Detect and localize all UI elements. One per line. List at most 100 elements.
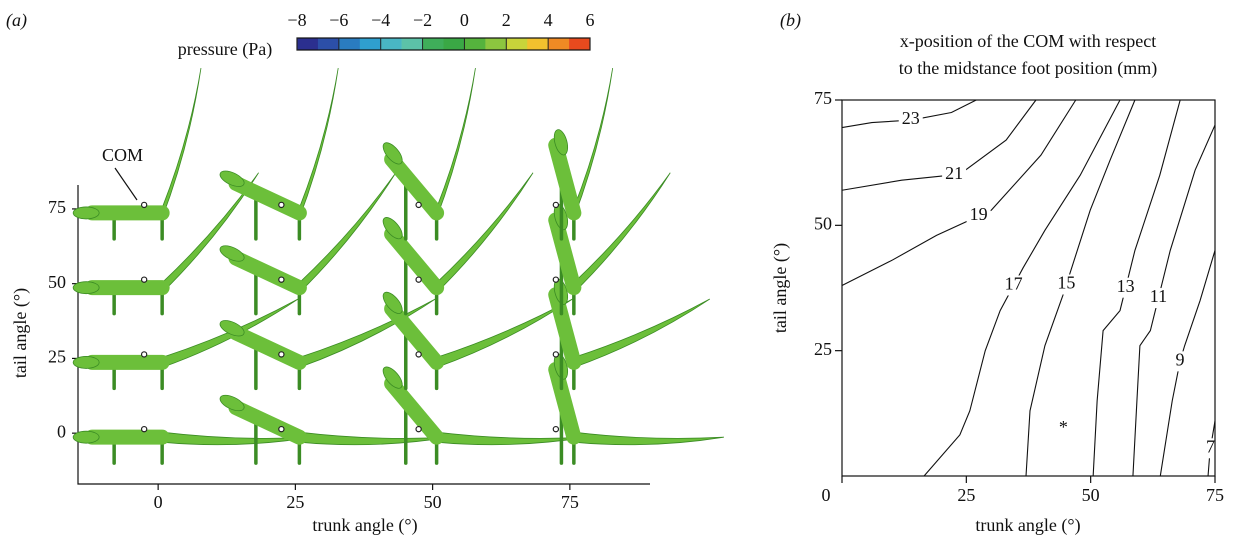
chart-title: x-position of the COM with respect — [900, 31, 1156, 51]
com-marker — [140, 201, 148, 209]
contour-label: 11 — [1150, 286, 1167, 306]
contour-label-bg — [1113, 277, 1138, 298]
lizard-head — [219, 394, 245, 412]
colorbar-segment — [422, 38, 444, 50]
com-marker — [278, 276, 285, 283]
com-marker — [552, 425, 560, 433]
contour-label-bg — [966, 206, 991, 227]
lizard-head — [219, 170, 245, 187]
colorbar-segment — [443, 38, 465, 50]
x-tick-label: 75 — [1206, 485, 1224, 505]
y-tick-label: 75 — [814, 88, 832, 108]
lizard-body — [548, 212, 582, 296]
colorbar-segment — [548, 38, 570, 50]
lizard-body — [228, 250, 307, 296]
contour-label: 9 — [1176, 349, 1185, 369]
contour-label-bg — [942, 164, 967, 185]
x-tick-label: 0 — [154, 492, 163, 512]
x-tick-label: 50 — [1082, 485, 1100, 505]
colorbar-segment — [297, 38, 319, 50]
com-marker — [140, 425, 148, 433]
x-axis-label: trunk angle (°) — [312, 515, 417, 536]
contour-line — [1025, 99, 1136, 477]
colorbar-segment — [317, 38, 340, 50]
com-marker — [552, 351, 560, 358]
y-tick-label: 50 — [48, 272, 66, 292]
contour-label: 13 — [1117, 276, 1135, 296]
optimum-marker: * — [1059, 417, 1068, 437]
com-marker — [278, 425, 285, 433]
colorbar-tick-label: −8 — [287, 10, 306, 30]
lizard-head — [72, 206, 100, 220]
y-tick-label: 25 — [814, 339, 832, 359]
lizard — [548, 353, 724, 465]
y-tick-label: 50 — [814, 213, 832, 233]
com-marker — [415, 425, 422, 433]
colorbar-tick-label: −2 — [413, 10, 432, 30]
com-marker — [278, 201, 285, 209]
lizard-head — [219, 320, 245, 337]
lizard — [382, 291, 573, 391]
lizard-body — [228, 175, 307, 221]
lizard — [382, 172, 534, 316]
chart-title: to the midstance foot position (mm) — [899, 58, 1157, 79]
colorbar-segment — [569, 38, 591, 50]
lizard — [72, 425, 313, 465]
x-tick-label: 0 — [822, 485, 831, 505]
plot-frame — [841, 99, 1216, 477]
lizard-tail — [436, 67, 476, 219]
colorbar-segment — [401, 38, 423, 50]
colorbar-tick-label: 4 — [544, 10, 553, 30]
contour-line — [841, 99, 1077, 286]
contour-label: 7 — [1206, 436, 1215, 456]
lizard-tail — [573, 298, 711, 368]
panel-label: (a) — [6, 10, 27, 31]
com-marker — [415, 201, 422, 209]
lizard — [72, 67, 202, 241]
contour-label-bg — [1054, 274, 1079, 295]
colorbar-segment — [527, 38, 549, 50]
lizard — [548, 172, 671, 316]
lizard-head — [382, 142, 403, 165]
contour-label: 21 — [945, 163, 963, 183]
com-marker — [552, 276, 560, 283]
lizard-head — [72, 356, 100, 369]
x-axis-label: trunk angle (°) — [975, 515, 1080, 536]
com-marker — [415, 276, 422, 283]
lizard-tail — [161, 172, 259, 294]
contour-label: 17 — [1005, 274, 1023, 294]
lizard-tail — [298, 172, 397, 294]
colorbar-segment — [506, 38, 528, 50]
lizard — [382, 366, 587, 465]
lizard-head — [382, 217, 403, 240]
colorbar-segment — [380, 38, 402, 50]
lizard-body — [384, 151, 445, 221]
lizard-head — [382, 366, 403, 389]
contour-label-bg — [1001, 275, 1026, 296]
y-axis-label: tail angle (°) — [770, 243, 791, 333]
lizard-head — [219, 245, 245, 262]
contour-label: 15 — [1057, 273, 1075, 293]
colorbar-segment — [485, 38, 507, 50]
lizard-head — [72, 281, 100, 295]
colorbar-label: pressure (Pa) — [178, 39, 272, 60]
lizard-head — [382, 291, 403, 314]
lizard-tail — [573, 431, 724, 446]
lizard — [72, 172, 259, 316]
y-tick-label: 25 — [48, 347, 66, 367]
com-marker — [278, 351, 285, 358]
lizard-tail — [573, 67, 614, 219]
y-tick-label: 75 — [48, 197, 66, 217]
lizard-body — [548, 287, 582, 370]
lizard-head — [553, 129, 569, 156]
lizard-body — [384, 376, 445, 445]
contour-label: 19 — [970, 204, 988, 224]
contour-line — [1132, 124, 1216, 477]
x-tick-label: 25 — [286, 492, 304, 512]
contour-label: 23 — [902, 108, 920, 128]
com-marker — [415, 351, 422, 358]
lizard-tail — [573, 172, 671, 294]
lizard-head — [72, 430, 100, 444]
lizard — [219, 67, 339, 241]
colorbar-tick-label: 6 — [586, 10, 595, 30]
